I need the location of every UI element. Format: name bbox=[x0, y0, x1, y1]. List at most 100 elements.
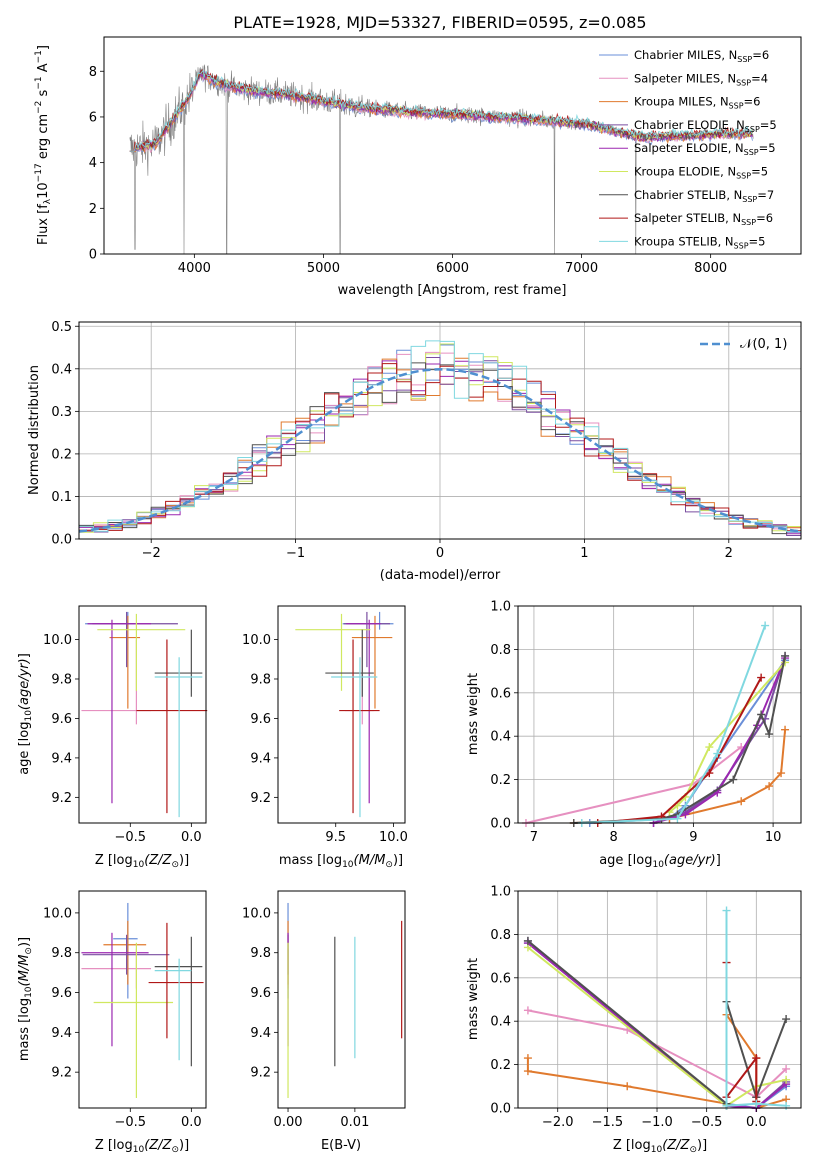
spectrum-ylabel-exp4: −1 bbox=[34, 50, 44, 63]
ageMass-xlabel-sub: 10 bbox=[342, 860, 354, 870]
wZ-ytick-label-3: 0.6 bbox=[490, 971, 511, 986]
massE-ytick-label-3: 9.8 bbox=[250, 946, 271, 961]
massE-ytick-label-4: 10.0 bbox=[242, 906, 271, 921]
wAge-ylabel: mass weight bbox=[466, 673, 481, 755]
ageMass-xlabel-close: )] bbox=[393, 853, 403, 868]
wZ-marker-1-3 bbox=[782, 1064, 791, 1073]
residuals-ytick-label-4: 0.4 bbox=[51, 362, 72, 377]
legend-label-sub-7: SSP bbox=[741, 218, 756, 227]
spectrum-ytick-label-2: 4 bbox=[89, 156, 97, 171]
spectrum-ylabel-s: s bbox=[36, 89, 51, 100]
spectrum-ytick-label-1: 2 bbox=[89, 202, 97, 217]
wZ-xlabel-sub: 10 bbox=[651, 1145, 663, 1155]
wAge-series-7 bbox=[597, 677, 762, 824]
legend-label-n-6: =7 bbox=[757, 188, 774, 202]
wZ-ytick-label-5: 1.0 bbox=[490, 885, 511, 900]
wAge-marker-6-4 bbox=[757, 710, 766, 719]
residuals-ytick-label-1: 0.1 bbox=[51, 490, 72, 505]
wAge-marker-2-3 bbox=[765, 782, 774, 791]
ageZ-ytick-label-1: 9.4 bbox=[51, 751, 72, 766]
massZ-xlabel-sun: ⊙ bbox=[171, 1145, 179, 1155]
wZ-xtick-label-1: −1.5 bbox=[592, 1115, 624, 1130]
wAge-marker-8-1 bbox=[673, 814, 682, 823]
massZ-xlabel-close: )] bbox=[179, 1138, 189, 1153]
ageZ-xtick-label-1: 0.0 bbox=[181, 830, 202, 845]
ageMass-ytick-label-4: 10.0 bbox=[242, 633, 271, 648]
wZ-ytick-label-4: 0.8 bbox=[490, 928, 511, 943]
massZ-ytick-label-4: 10.0 bbox=[43, 906, 72, 921]
wZ-marker-1-0 bbox=[523, 1006, 532, 1015]
histogram-5 bbox=[79, 343, 801, 533]
ageMass-errorbar-2 bbox=[351, 615, 393, 709]
legend-label-text-4: Salpeter ELODIE, N bbox=[634, 141, 744, 155]
massZ-ylabel-sun: ⊙ bbox=[24, 947, 34, 955]
legend-label-sub-0: SSP bbox=[737, 55, 752, 64]
wAge-marker-7-3 bbox=[757, 673, 766, 682]
massZ-ytick-label-0: 9.2 bbox=[51, 1066, 72, 1081]
residuals-xtick-label-0: −2 bbox=[142, 546, 161, 561]
ageMass-ytick-label-1: 9.4 bbox=[250, 751, 271, 766]
wAge-ytick-label-1: 0.2 bbox=[490, 773, 511, 788]
ageZ-xlabel: Z [log10(Z/Z⊙)] bbox=[95, 853, 189, 870]
residuals-ytick-label-2: 0.2 bbox=[51, 447, 72, 462]
residuals-xtick-label-2: 0 bbox=[436, 546, 444, 561]
wZ-ylabel: mass weight bbox=[466, 958, 481, 1040]
wAge-xtick-label-0: 7 bbox=[530, 830, 538, 845]
massZ-errorbar-8 bbox=[154, 958, 192, 1061]
residuals-ytick-label-0: 0.0 bbox=[51, 533, 72, 548]
legend-label-text-0: Chabrier MILES, N bbox=[634, 48, 737, 62]
ageZ-errorbar-5 bbox=[97, 613, 186, 691]
legend-label-text-1: Salpeter MILES, N bbox=[634, 71, 736, 85]
legend-label-text-2: Kroupa MILES, N bbox=[634, 95, 729, 109]
massZ-xlabel: Z [log10(Z/Z⊙)] bbox=[95, 1138, 189, 1155]
age-vs-mass-panel: 9.5 10.0 9.2 9.4 9.6 9.8 10.0 mass [log10(M/M⊙… bbox=[242, 605, 408, 870]
legend-label-n-8: =5 bbox=[749, 234, 766, 248]
wAge-ytick-label-0: 0.0 bbox=[490, 817, 511, 832]
wZ-xlabel-close: )] bbox=[697, 1138, 707, 1153]
massZ-ylabel-math: (M/M bbox=[17, 955, 32, 987]
ageMass-xlabel: mass [log10(M/M⊙)] bbox=[279, 853, 403, 870]
ageZ-ytick-label-3: 9.8 bbox=[51, 672, 72, 687]
wZ-xlabel-math: (Z/Z bbox=[662, 1138, 690, 1153]
massZ-ytick-label-1: 9.4 bbox=[51, 1026, 72, 1041]
massZ-errorbar-5 bbox=[93, 942, 174, 1099]
legend-label-text-8: Kroupa STELIB, N bbox=[634, 234, 734, 248]
spectrum-xtick-label-1: 5000 bbox=[307, 261, 340, 276]
ageZ-ylabel-math: (age/yr) bbox=[17, 658, 32, 710]
ageZ-ytick-label-2: 9.6 bbox=[51, 712, 72, 727]
normal-legend: 𝒩(0, 1) bbox=[700, 337, 787, 352]
wAge-marker-2-5 bbox=[781, 725, 790, 734]
normal-curve bbox=[78, 368, 802, 533]
wAge-marker-8-2 bbox=[713, 749, 722, 758]
massZ-ylabel-close: )] bbox=[17, 937, 32, 947]
ageMass-xtick-label-1: 10.0 bbox=[379, 830, 408, 845]
wAge-marker-6-5 bbox=[765, 730, 774, 739]
ageZ-xlabel-sun: ⊙ bbox=[171, 860, 179, 870]
ageZ-errorbar-7 bbox=[136, 639, 208, 814]
legend-label-2: Kroupa MILES, NSSP=6 bbox=[634, 95, 760, 111]
ageMass-errorbar-4 bbox=[346, 619, 381, 804]
massE-xlabel: E(B-V) bbox=[321, 1138, 361, 1153]
wZ-marker-2-2 bbox=[623, 1082, 632, 1091]
wAge-xlabel-sub: 10 bbox=[652, 860, 664, 870]
legend-label-sub-1: SSP bbox=[736, 78, 751, 87]
ageZ-xlabel-sub: 10 bbox=[133, 860, 145, 870]
wAge-xlabel-close: ] bbox=[716, 853, 721, 868]
legend-label-sub-6: SSP bbox=[742, 195, 757, 204]
legend-label-sub-3: SSP bbox=[745, 125, 760, 134]
wZ-marker-7-2 bbox=[752, 1054, 761, 1063]
wAge-xlabel: age [log10(age/yr)] bbox=[599, 853, 721, 870]
ageMass-ytick-label-3: 9.8 bbox=[250, 672, 271, 687]
wAge-marker-5-3 bbox=[705, 743, 714, 752]
spectrum-ytick-label-3: 6 bbox=[89, 110, 97, 125]
legend-label-text-3: Chabrier ELODIE, N bbox=[634, 118, 745, 132]
wAge-ytick-label-4: 0.8 bbox=[490, 643, 511, 658]
ageMass-errorbar-6 bbox=[325, 629, 374, 697]
ageZ-errorbar-6 bbox=[154, 629, 203, 697]
residuals-ytick-label-5: 0.5 bbox=[51, 320, 72, 335]
residuals-xlabel: (data-model)/error bbox=[380, 568, 501, 583]
ageMass-xlabel-sun: ⊙ bbox=[385, 860, 393, 870]
spectrum-ylabel-unit: 10 bbox=[36, 182, 51, 199]
residuals-xtick-label-3: 1 bbox=[580, 546, 588, 561]
